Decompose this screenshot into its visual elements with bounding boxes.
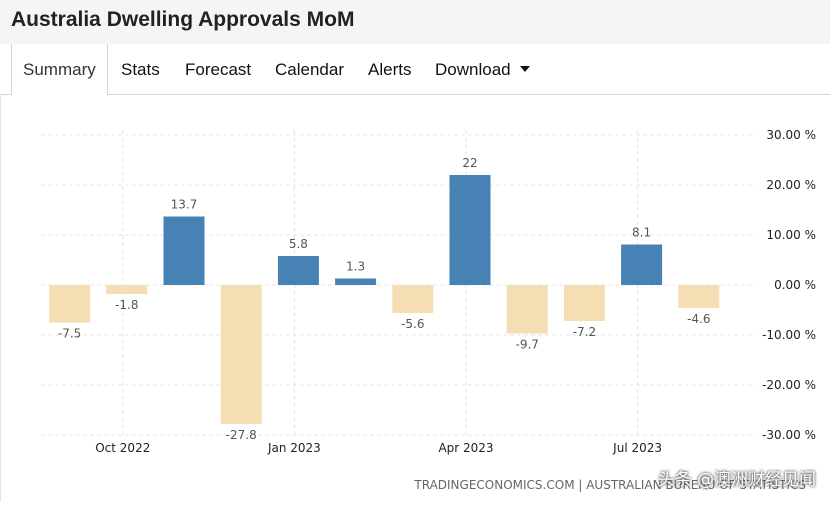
bar [449, 175, 491, 285]
tab-summary[interactable]: Summary [11, 44, 108, 96]
bar [277, 256, 319, 285]
tab-forecast[interactable]: Forecast [185, 44, 251, 94]
bar [506, 285, 548, 334]
x-tick-label: Jul 2023 [612, 441, 662, 455]
bar [106, 285, 148, 294]
x-tick-label: Jan 2023 [267, 441, 321, 455]
bar [163, 216, 205, 285]
tab-download-label: Download [435, 60, 511, 79]
data-label: -5.6 [401, 317, 424, 331]
y-tick-label: -20.00 % [762, 378, 816, 392]
data-label: -9.7 [515, 338, 538, 352]
tab-alerts-label: Alerts [368, 60, 412, 79]
bar [621, 244, 663, 285]
x-tick-label: Oct 2022 [95, 441, 150, 455]
tab-calendar[interactable]: Calendar [275, 44, 344, 94]
tab-calendar-label: Calendar [275, 60, 344, 79]
tab-bar: Summary Stats Forecast Calendar Alerts D… [0, 44, 830, 96]
bar [49, 285, 91, 323]
data-label: -27.8 [226, 428, 257, 442]
bar [220, 285, 262, 424]
caret-down-icon [519, 66, 530, 72]
bar [392, 285, 434, 313]
y-tick-label: 30.00 % [766, 128, 816, 142]
y-tick-label: 10.00 % [766, 228, 816, 242]
tab-summary-label: Summary [23, 60, 96, 79]
data-label: 1.3 [346, 260, 365, 274]
data-label: -4.6 [687, 312, 710, 326]
x-tick-label: Apr 2023 [438, 441, 493, 455]
tab-forecast-label: Forecast [185, 60, 252, 79]
bar [335, 278, 377, 285]
y-tick-label: -10.00 % [762, 328, 816, 342]
tab-stats[interactable]: Stats [121, 44, 160, 94]
title-bar: Australia Dwelling Approvals MoM [0, 0, 830, 44]
watermark: 头条 @澳洲财经见闻 [657, 470, 816, 490]
data-label: 22 [462, 156, 477, 170]
bar-chart: 30.00 % 20.00 % 10.00 % 0.00 % -10.00 % -20.0… [41, 128, 816, 492]
chart-area: 30.00 % 20.00 % 10.00 % 0.00 % -10.00 % -20.0… [0, 95, 830, 502]
data-label: 5.8 [289, 237, 308, 251]
y-tick-label: -30.00 % [762, 428, 816, 442]
bar [678, 285, 720, 308]
page-title: Australia Dwelling Approvals MoM [11, 8, 355, 31]
data-label: 13.7 [171, 198, 198, 212]
source-footer: TRADINGECONOMICS.COM | AUSTRALIAN BUREAU… [413, 478, 806, 492]
tab-alerts[interactable]: Alerts [368, 44, 411, 94]
data-label: 8.1 [632, 226, 651, 240]
y-tick-label: 20.00 % [766, 178, 816, 192]
tab-download[interactable]: Download [435, 44, 530, 94]
y-tick-label: 0.00 % [774, 278, 816, 292]
bar [563, 285, 605, 321]
data-label: -1.8 [115, 298, 138, 312]
data-label: -7.5 [58, 327, 81, 341]
data-label: -7.2 [573, 325, 596, 339]
tab-stats-label: Stats [121, 60, 160, 79]
